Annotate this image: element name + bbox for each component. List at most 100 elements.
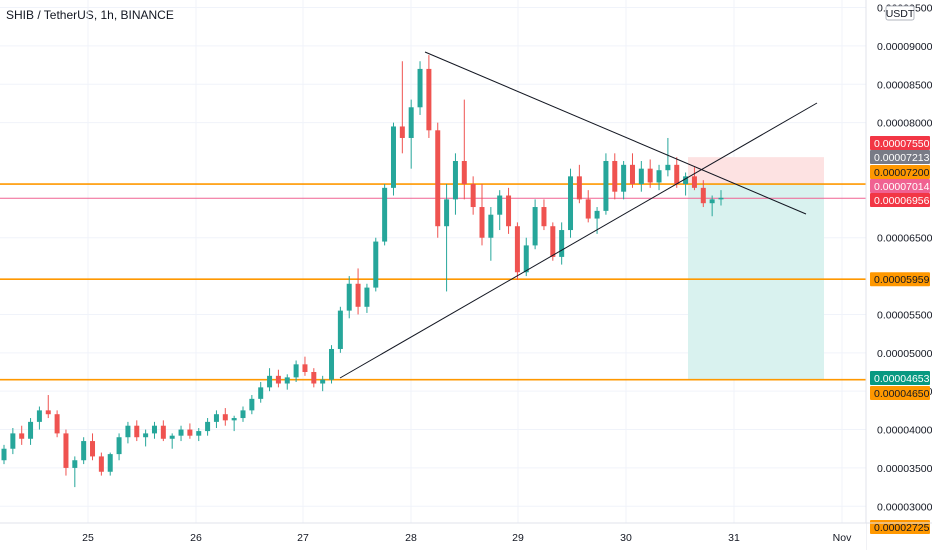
candle-body <box>665 164 671 171</box>
candle-body <box>514 226 520 273</box>
chart-title: SHIB / TetherUS, 1h, BINANCE <box>6 8 174 22</box>
currency-badge-label: USDT <box>886 8 915 20</box>
y-tick-label: 0.00004000 <box>877 425 932 437</box>
price-tag <box>870 165 930 179</box>
ascending-trendline <box>339 102 818 379</box>
candle-body <box>568 176 574 231</box>
candle-body <box>479 207 485 238</box>
candle-body <box>523 245 529 273</box>
candle-body <box>45 410 51 415</box>
x-tick-label: 31 <box>728 532 740 544</box>
price-tag-label: 0.00007550 <box>874 138 930 150</box>
candle-body <box>81 441 87 461</box>
candle-body <box>444 199 450 227</box>
candle-body <box>603 160 609 211</box>
candle-body <box>656 170 662 183</box>
candle-body <box>249 398 255 411</box>
candle-body <box>488 214 494 238</box>
candle-body <box>550 226 556 257</box>
candle-body <box>612 160 618 192</box>
candle-body <box>258 387 264 399</box>
y-tick-label: 0.00008500 <box>877 79 932 91</box>
candle-body <box>98 456 104 472</box>
candle-body <box>683 176 689 185</box>
candle-body <box>196 431 202 436</box>
candle-body <box>382 187 388 242</box>
candle-body <box>373 241 379 288</box>
currency-badge <box>885 5 915 21</box>
candle-body <box>63 433 69 468</box>
candle-body <box>470 184 476 208</box>
candle-body <box>213 414 219 422</box>
candle-body <box>408 107 414 138</box>
candle-body <box>125 425 131 438</box>
candle-body <box>532 207 538 246</box>
price-tag-label: 0.00007014 <box>874 181 930 193</box>
price-tag-label: 0.00007213 <box>874 152 930 164</box>
candle-body <box>116 437 122 455</box>
y-tick-label: 0.00005000 <box>877 348 932 360</box>
candle-body <box>240 410 246 419</box>
candle-body <box>134 425 140 438</box>
candle-body <box>355 283 361 307</box>
candle-body <box>19 433 25 439</box>
candle-body <box>320 379 326 384</box>
candle-body <box>267 375 273 388</box>
candle-body <box>718 197 724 200</box>
y-tick-label: 0.00003000 <box>877 501 932 513</box>
stop-loss-zone <box>688 157 824 184</box>
candle-body <box>222 414 228 421</box>
candle-body <box>390 126 396 188</box>
candle-body <box>461 160 467 185</box>
x-tick-label: 29 <box>512 532 524 544</box>
descending-trendline <box>424 51 807 215</box>
candle-body <box>585 199 591 219</box>
price-tag <box>870 193 930 207</box>
x-tick-label: 28 <box>405 532 417 544</box>
price-tag <box>870 136 930 150</box>
candle-body <box>674 164 680 185</box>
candle-body <box>1 448 7 461</box>
candle-body <box>364 287 370 307</box>
candle-body <box>143 433 149 438</box>
x-tick-label: Nov <box>833 532 852 544</box>
candle-body <box>452 160 458 200</box>
candle-body <box>700 187 706 204</box>
candle-body <box>293 364 299 378</box>
price-tag-label: 0.00002725 <box>874 522 930 534</box>
candle-body <box>107 454 113 472</box>
candle-body <box>10 433 16 449</box>
x-tick-label: 26 <box>190 532 202 544</box>
candle-body <box>594 210 600 219</box>
candle-body <box>576 176 582 200</box>
candle-body <box>638 168 644 185</box>
candle-body <box>417 68 423 108</box>
y-tick-label: 0.00003500 <box>877 463 932 475</box>
take-profit-zone <box>688 183 824 380</box>
price-tag <box>870 150 930 164</box>
candle-body <box>399 126 405 138</box>
x-tick-label: 27 <box>297 532 309 544</box>
price-tag <box>870 386 930 400</box>
candle-body <box>72 460 78 468</box>
candle-body <box>54 414 60 434</box>
candle-body <box>426 68 432 131</box>
x-tick-label: 25 <box>82 532 94 544</box>
candle-body <box>346 283 352 311</box>
price-tag-label: 0.00007200 <box>874 167 930 179</box>
candle-body <box>337 310 343 349</box>
candle-body <box>709 199 715 204</box>
candle-body <box>178 429 184 436</box>
y-tick-label: 0.00006500 <box>877 233 932 245</box>
price-tag <box>870 371 930 385</box>
candle-body <box>302 364 308 373</box>
price-tag-label: 0.00004653 <box>874 373 930 385</box>
candle-body <box>28 421 34 439</box>
candle-body <box>205 421 211 432</box>
candle-body <box>187 429 193 436</box>
candle-body <box>275 375 281 384</box>
candle-body <box>691 176 697 188</box>
candle-body <box>629 164 635 185</box>
candle-body <box>621 164 627 192</box>
